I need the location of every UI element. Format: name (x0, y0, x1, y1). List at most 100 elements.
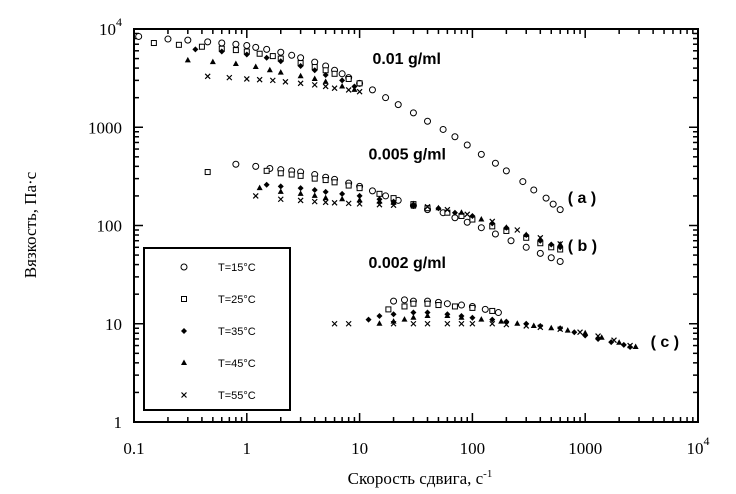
chart-annotations: 0.01 g/ml 0.005 g/ml 0.002 g/ml ( a ) ( b ) (… (369, 51, 680, 351)
data-points (135, 32, 639, 350)
data-point-circle (463, 218, 471, 226)
data-point-circle (243, 41, 251, 49)
data-point-square (424, 205, 431, 212)
data-point-circle (522, 243, 530, 251)
data-point-circle (368, 86, 376, 94)
data-point-diamond (322, 188, 329, 195)
data-point-square (263, 167, 270, 174)
data-point-x (444, 320, 451, 327)
annotation-label: 0.01 g/ml (372, 51, 440, 68)
data-point-x (331, 199, 338, 206)
data-point-circle (382, 94, 390, 102)
data-point-triangle (582, 329, 589, 336)
legend-item-label: T=45°C (218, 358, 256, 370)
data-point-diamond (571, 329, 578, 336)
legend-item-label: T=25°C (218, 294, 256, 306)
annotation-label: 0.005 g/ml (369, 146, 446, 163)
data-point-x (390, 320, 397, 327)
data-point-triangle (424, 312, 431, 318)
data-point-circle (382, 192, 390, 200)
data-point-x (226, 74, 233, 81)
data-point-square (322, 177, 329, 184)
data-point-x (390, 202, 397, 209)
data-point-diamond (339, 190, 346, 197)
data-point-x (424, 203, 431, 210)
data-point-triangle (435, 204, 442, 211)
data-point-square (288, 171, 295, 178)
data-point-circle (477, 150, 485, 158)
data-point-circle (502, 167, 510, 175)
data-point-triangle (410, 314, 417, 320)
data-point-x (345, 320, 352, 327)
data-point-x (514, 227, 521, 233)
legend-marker-x (181, 392, 187, 398)
data-point-triangle (503, 224, 510, 230)
data-point-diamond (537, 322, 544, 329)
data-point-circle (263, 45, 271, 53)
data-point-diamond (548, 241, 555, 248)
y-tick-label: 1 (114, 413, 123, 432)
data-point-triangle (632, 343, 639, 349)
data-point-circle (556, 206, 564, 214)
data-point-circle (297, 54, 305, 62)
data-point-triangle (277, 188, 284, 194)
data-point-triangle (523, 231, 530, 238)
data-point-x (322, 83, 329, 90)
data-point-x (322, 199, 329, 206)
data-point-square (345, 182, 352, 189)
data-point-diamond (339, 77, 346, 84)
data-point-square (198, 43, 205, 50)
data-point-circle (368, 187, 376, 195)
data-point-diamond (489, 316, 496, 323)
data-point-circle (252, 43, 260, 51)
data-point-x (204, 73, 211, 80)
annotation-label: ( c ) (651, 334, 679, 351)
x-tick-label: 10 (351, 439, 368, 458)
data-point-triangle (277, 69, 284, 75)
axis-ticks (133, 29, 698, 423)
data-point-triangle (266, 66, 273, 73)
data-point-diamond (608, 339, 615, 346)
x-tick-label: 104 (687, 434, 710, 458)
data-point-triangle (548, 324, 555, 331)
legend-item-label: T=35°C (218, 326, 256, 338)
data-point-x (627, 342, 634, 349)
y-tick-label: 1000 (88, 118, 122, 137)
data-point-circle (400, 296, 408, 304)
data-point-diamond (263, 54, 270, 61)
data-point-square (331, 70, 338, 77)
data-point-diamond (451, 209, 458, 216)
data-point-diamond (469, 314, 476, 321)
data-point-triangle (297, 190, 304, 196)
data-point-x (557, 326, 564, 333)
data-point-square (345, 75, 352, 82)
data-point-triangle (184, 56, 191, 63)
legend-item-label: T=15°C (218, 262, 256, 274)
data-point-circle (547, 254, 555, 262)
data-point-square (435, 302, 442, 309)
data-point-x (269, 77, 276, 84)
annotation-label: ( a ) (568, 190, 596, 207)
data-point-circle (491, 230, 499, 238)
data-point-circle (232, 40, 240, 48)
data-point-square (277, 170, 284, 177)
data-point-square (356, 185, 363, 192)
data-point-triangle (322, 78, 329, 84)
data-point-circle (424, 117, 432, 125)
data-point-x (469, 320, 476, 327)
legend-marker-circle (180, 263, 188, 271)
data-point-circle (542, 194, 550, 202)
data-point-square (410, 300, 417, 307)
legend-marker-diamond (181, 328, 187, 334)
data-point-diamond (277, 58, 284, 65)
data-point-circle (184, 36, 192, 44)
data-point-diamond (263, 181, 270, 188)
x-tick-label: 1 (243, 439, 252, 458)
data-point-x (256, 76, 263, 83)
data-point-circle (409, 109, 417, 117)
data-point-diamond (243, 51, 250, 58)
data-point-x (458, 320, 465, 327)
x-axis-label: Скорость сдвига, с-1 (348, 468, 493, 488)
